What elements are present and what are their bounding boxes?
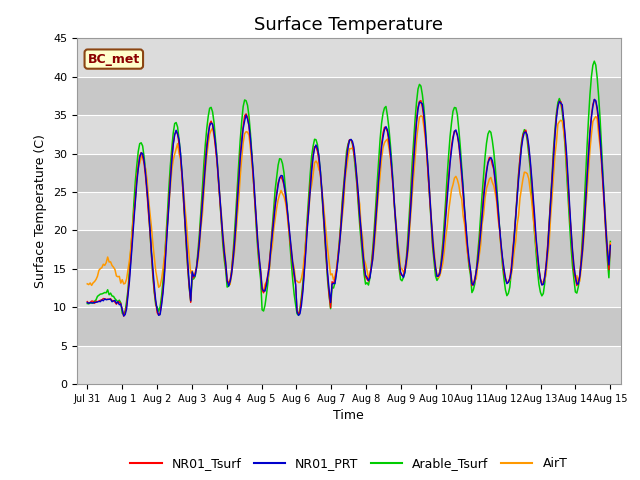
Arable_Tsurf (83, 300, 91, 306)
Arable_Tsurf (266, 263, 273, 269)
NR01_Tsurf (259, 287, 266, 293)
Arable_Tsurf (607, 239, 614, 244)
NR01_Tsurf (607, 242, 614, 248)
NR01_Tsurf (83, 299, 91, 304)
Line: NR01_PRT: NR01_PRT (87, 99, 611, 316)
NR01_PRT (314, 145, 321, 151)
Legend: NR01_Tsurf, NR01_PRT, Arable_Tsurf, AirT: NR01_Tsurf, NR01_PRT, Arable_Tsurf, AirT (125, 453, 572, 476)
NR01_Tsurf (120, 313, 127, 319)
AirT (607, 240, 614, 246)
NR01_Tsurf (241, 113, 248, 119)
Line: NR01_Tsurf: NR01_Tsurf (87, 99, 611, 316)
AirT (239, 140, 247, 146)
Bar (77, 38, 621, 77)
AirT (580, 233, 588, 239)
AirT (257, 266, 264, 272)
AirT (148, 224, 156, 229)
Bar (77, 77, 621, 115)
AirT (314, 161, 321, 167)
Bar (77, 269, 621, 307)
Bar (77, 346, 621, 384)
Y-axis label: Surface Temperature (C): Surface Temperature (C) (35, 134, 47, 288)
NR01_Tsurf (267, 244, 275, 250)
Arable_Tsurf (239, 104, 247, 109)
NR01_Tsurf (591, 96, 598, 102)
Bar (77, 154, 621, 192)
NR01_PRT (579, 246, 586, 252)
Arable_Tsurf (314, 142, 321, 148)
NR01_Tsurf (314, 148, 321, 154)
Line: Arable_Tsurf: Arable_Tsurf (87, 61, 611, 315)
AirT (260, 288, 268, 294)
AirT (417, 113, 425, 119)
Bar (77, 230, 621, 269)
Arable_Tsurf (257, 276, 264, 282)
NR01_Tsurf (579, 240, 586, 245)
Arable_Tsurf (294, 312, 302, 318)
Text: BC_met: BC_met (88, 53, 140, 66)
NR01_PRT (591, 96, 598, 102)
Arable_Tsurf (591, 58, 598, 64)
NR01_PRT (83, 300, 91, 305)
Arable_Tsurf (579, 231, 586, 237)
Line: AirT: AirT (87, 116, 611, 291)
NR01_PRT (241, 118, 248, 124)
Bar (77, 115, 621, 154)
Title: Surface Temperature: Surface Temperature (254, 16, 444, 34)
X-axis label: Time: Time (333, 409, 364, 422)
NR01_PRT (149, 265, 157, 271)
NR01_PRT (259, 286, 266, 292)
AirT (83, 281, 91, 287)
NR01_Tsurf (149, 271, 157, 276)
Arable_Tsurf (148, 251, 156, 257)
AirT (267, 252, 275, 258)
NR01_PRT (120, 313, 127, 319)
Bar (77, 192, 621, 230)
NR01_PRT (607, 243, 614, 249)
NR01_PRT (267, 246, 275, 252)
Bar (77, 307, 621, 346)
